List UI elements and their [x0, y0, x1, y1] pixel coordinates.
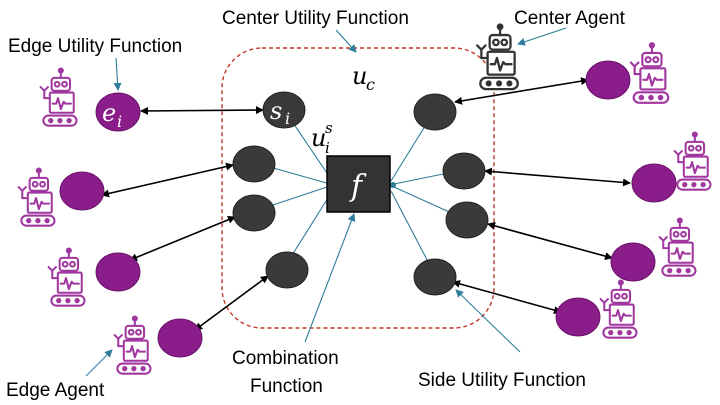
robot-icon [476, 23, 519, 91]
pointer-combination [304, 213, 356, 343]
pointer-edge-utility [113, 57, 122, 91]
robot-icon [39, 67, 78, 127]
side-utility-sub: i [325, 139, 330, 157]
robot-icon [629, 42, 670, 104]
edge-link-left-3 [129, 215, 236, 262]
pointer-side-utility [455, 289, 521, 353]
pointer-center-agent [517, 27, 567, 46]
edge-node-right-1 [585, 60, 631, 100]
edge-node-right-3 [610, 242, 656, 282]
combination-function-label-line1: Combination [232, 348, 339, 369]
side-utility-function-label: Side Utility Function [418, 370, 586, 391]
edge-node-left-4 [157, 318, 203, 358]
edge-node-left-2 [59, 171, 105, 211]
edge-link-left-4 [194, 275, 269, 331]
robot-icon [673, 131, 712, 191]
side-node-si [262, 91, 306, 129]
edge-agent-label: Edge Agent [6, 380, 105, 401]
pointer-edge-agent [85, 349, 113, 377]
combination-function-box [326, 155, 391, 213]
side-node-sub: i [285, 109, 290, 128]
pointer-center-utility [335, 29, 357, 53]
edge-node-right-4 [555, 297, 601, 337]
side-utility-symbol: u [311, 124, 326, 152]
label-pointers [85, 27, 567, 377]
edge-utility-function-label: Edge Utility Function [8, 36, 182, 57]
edge-node-right-2 [631, 163, 677, 203]
center-agent [476, 23, 519, 91]
robot-icon [599, 279, 638, 339]
edge-link-right-4 [452, 280, 562, 314]
edge-link-right-2 [484, 167, 631, 187]
edge-link-right-1 [454, 77, 589, 105]
center-utility-symbol: u [352, 62, 367, 90]
edge-node-left-3 [95, 252, 141, 292]
robot-icon [658, 217, 697, 277]
side-node-left-2 [232, 145, 276, 183]
side-node-right-4 [413, 258, 457, 296]
center-utility-function-label: Center Utility Function [222, 8, 409, 29]
edge-link-left-2 [101, 162, 234, 198]
side-nodes [232, 91, 489, 296]
center-agent-label: Center Agent [514, 8, 626, 29]
edge-link-right-3 [487, 221, 613, 261]
robot-icon [17, 167, 56, 227]
side-node-symbol: s [270, 97, 282, 125]
robot-icon [47, 247, 86, 307]
center-utility-sub: c [366, 75, 375, 94]
side-node-right-3 [445, 201, 489, 239]
f-right-port [390, 182, 396, 188]
edge-utility-sub: i [117, 112, 122, 131]
edge-links [101, 77, 631, 331]
edge-link-top-left [140, 106, 264, 115]
edge-utility-symbol: e [102, 99, 116, 127]
side-node-right-1 [413, 93, 457, 131]
side-node-right-2 [442, 152, 486, 190]
edge-node-ei [95, 92, 141, 132]
robot-icon [113, 315, 152, 375]
combination-function-label-line2: Function [250, 376, 323, 397]
side-utility-sup: s [325, 119, 333, 137]
side-node-left-4 [265, 251, 309, 289]
side-node-left-3 [232, 194, 276, 232]
edge-nodes [59, 60, 677, 358]
